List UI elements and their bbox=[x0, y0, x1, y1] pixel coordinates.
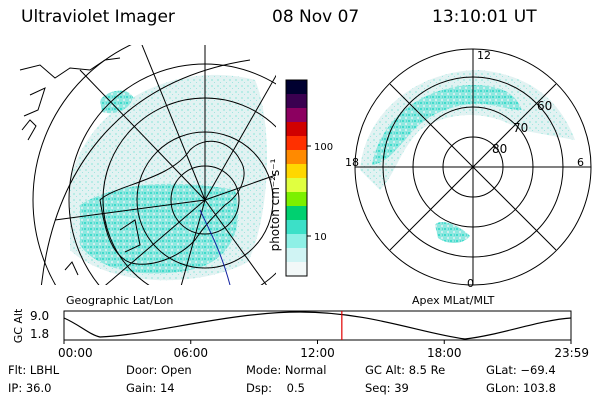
info-gain: Gain: 14 bbox=[126, 381, 175, 395]
geo-meridian bbox=[105, 199, 206, 285]
colorbar-cell bbox=[286, 122, 307, 137]
orbit-x-tick-label: 00:00 bbox=[58, 346, 93, 360]
geo-panel-label: Geographic Lat/Lon bbox=[66, 294, 173, 307]
apex-aurora-spot bbox=[435, 222, 470, 243]
geo-aurora-spot bbox=[100, 90, 133, 114]
colorbar-cell bbox=[286, 248, 307, 263]
geo-coastline bbox=[99, 140, 245, 265]
colorbar-tick-label: 10 bbox=[314, 232, 327, 243]
orbit-y-tick-label: 1.8 bbox=[30, 327, 49, 341]
geo-coastline bbox=[21, 119, 37, 141]
geo-meridian bbox=[204, 174, 276, 201]
colorbar-cell bbox=[286, 234, 307, 249]
info-glat: GLat: −69.4 bbox=[486, 363, 556, 377]
colorbar-cell bbox=[286, 108, 307, 123]
colorbar-cell bbox=[286, 220, 307, 235]
colorbar-cell bbox=[286, 192, 307, 207]
info-mode: Mode: Normal bbox=[246, 363, 327, 377]
info-filter: Flt: LBHL bbox=[8, 363, 60, 377]
geo-aurora-oval bbox=[80, 183, 239, 274]
geo-coastline bbox=[119, 219, 141, 253]
colorbar-cell bbox=[286, 178, 307, 193]
geo-meridian bbox=[79, 69, 206, 201]
info-seq: Seq: 39 bbox=[365, 381, 409, 395]
apex-mlt-label-6: 6 bbox=[577, 156, 584, 169]
info-glon: GLon: 103.8 bbox=[486, 381, 556, 395]
orbit-x-tick-label: 06:00 bbox=[173, 346, 208, 360]
geo-coastline bbox=[19, 57, 121, 117]
colorbar: 100 10 photon cm⁻²s⁻¹ bbox=[268, 79, 333, 277]
geo-lat-circle bbox=[32, 45, 132, 285]
orbit-x-tick-label: 18:00 bbox=[427, 346, 462, 360]
geo-panel bbox=[19, 45, 276, 285]
info-gc-alt: GC Alt: 8.5 Re bbox=[365, 363, 446, 377]
instrument-title: Ultraviolet Imager bbox=[21, 7, 175, 27]
geo-meridian bbox=[141, 45, 206, 201]
orbit-y-axis-title: GC Alt bbox=[12, 308, 25, 343]
geo-earth-limb bbox=[41, 59, 251, 285]
info-door: Door: Open bbox=[126, 363, 192, 377]
apex-panel: 12 18 6 0 60 70 80 bbox=[345, 48, 592, 290]
header-time: 13:10:01 UT bbox=[432, 7, 537, 27]
orbit-altitude-curve bbox=[63, 311, 572, 340]
colorbar-cell bbox=[286, 80, 307, 95]
apex-mlt-label-18: 18 bbox=[345, 156, 359, 169]
info-dsp: Dsp: 0.5 bbox=[246, 381, 305, 395]
orbit-panel: Geographic Lat/Lon Apex MLat/MLT GC Alt … bbox=[12, 294, 589, 360]
colorbar-cell bbox=[286, 136, 307, 151]
orbit-x-tick-label: 12:00 bbox=[300, 346, 335, 360]
orbit-y-tick-label: 9.0 bbox=[30, 309, 49, 323]
colorbar-cell bbox=[286, 206, 307, 221]
apex-aurora-arc bbox=[372, 85, 522, 165]
orbit-plot-frame bbox=[63, 310, 572, 341]
colorbar-cell bbox=[286, 164, 307, 179]
geo-terminator bbox=[199, 209, 231, 285]
apex-faint-field bbox=[360, 70, 575, 190]
header-date: 08 Nov 07 bbox=[272, 7, 360, 27]
geo-meridian bbox=[204, 74, 276, 201]
apex-mlt-line bbox=[389, 83, 557, 251]
apex-panel-label: Apex MLat/MLT bbox=[412, 294, 495, 307]
apex-mlt-label-0: 0 bbox=[467, 277, 474, 290]
colorbar-frame bbox=[285, 79, 308, 277]
colorbar-cell bbox=[286, 94, 307, 109]
geo-meridian bbox=[54, 199, 206, 221]
colorbar-cell bbox=[286, 150, 307, 165]
apex-lat-label-80: 80 bbox=[492, 142, 507, 156]
apex-mlt-label-12: 12 bbox=[477, 49, 491, 62]
apex-lat-label-70: 70 bbox=[513, 121, 528, 135]
geo-coastline bbox=[64, 261, 79, 276]
colorbar-tick-label: 100 bbox=[314, 142, 333, 153]
geo-meridian bbox=[180, 199, 206, 285]
colorbar-cell bbox=[286, 262, 307, 277]
orbit-x-tick-label: 23:59 bbox=[554, 346, 589, 360]
info-ip: IP: 36.0 bbox=[8, 381, 52, 395]
colorbar-unit-label: photon cm⁻²s⁻¹ bbox=[268, 158, 282, 251]
apex-lat-label-60: 60 bbox=[537, 99, 552, 113]
